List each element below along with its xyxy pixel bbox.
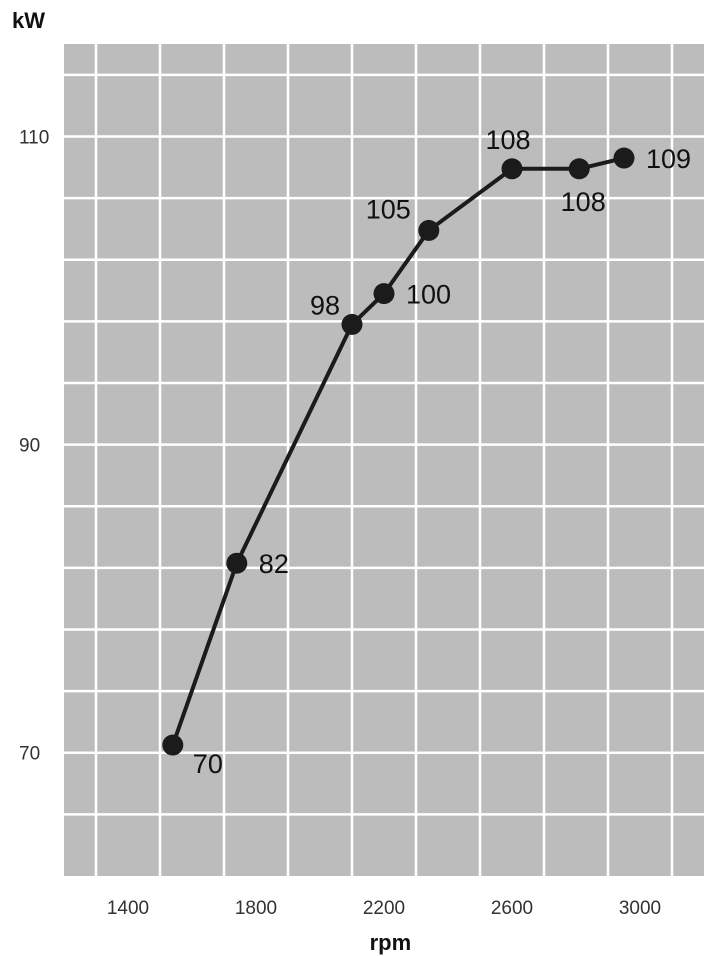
data-label: 82 bbox=[259, 549, 289, 579]
x-axis-ticks: 1400 1800 2200 2600 3000 bbox=[107, 898, 661, 919]
data-point bbox=[226, 552, 248, 574]
x-tick-label: 3000 bbox=[619, 898, 661, 919]
grid bbox=[64, 44, 704, 876]
x-tick-label: 1800 bbox=[235, 898, 277, 919]
data-series: 70 82 98 100 105 108 108 109 bbox=[162, 125, 691, 779]
y-axis-ticks: 70 90 110 bbox=[19, 127, 49, 764]
data-point bbox=[568, 158, 590, 180]
x-axis-label: rpm bbox=[370, 930, 412, 955]
data-point bbox=[162, 734, 184, 756]
data-label: 109 bbox=[646, 144, 691, 174]
data-label: 70 bbox=[193, 749, 223, 779]
y-tick-label: 110 bbox=[19, 127, 49, 148]
x-tick-label: 2200 bbox=[363, 898, 405, 919]
data-point bbox=[373, 283, 395, 305]
data-label: 108 bbox=[485, 125, 530, 155]
data-point bbox=[613, 147, 635, 169]
data-label: 98 bbox=[310, 290, 340, 320]
series-line bbox=[170, 156, 625, 746]
data-point bbox=[418, 219, 440, 241]
y-tick-label: 70 bbox=[19, 744, 40, 765]
x-tick-label: 2600 bbox=[491, 898, 533, 919]
y-axis-label: kW bbox=[12, 8, 45, 33]
data-label: 108 bbox=[561, 187, 606, 217]
data-point bbox=[341, 313, 363, 335]
data-point bbox=[501, 158, 523, 180]
y-tick-label: 90 bbox=[19, 436, 40, 457]
x-tick-label: 1400 bbox=[107, 898, 149, 919]
data-label: 100 bbox=[406, 280, 451, 310]
data-label: 105 bbox=[366, 194, 411, 224]
